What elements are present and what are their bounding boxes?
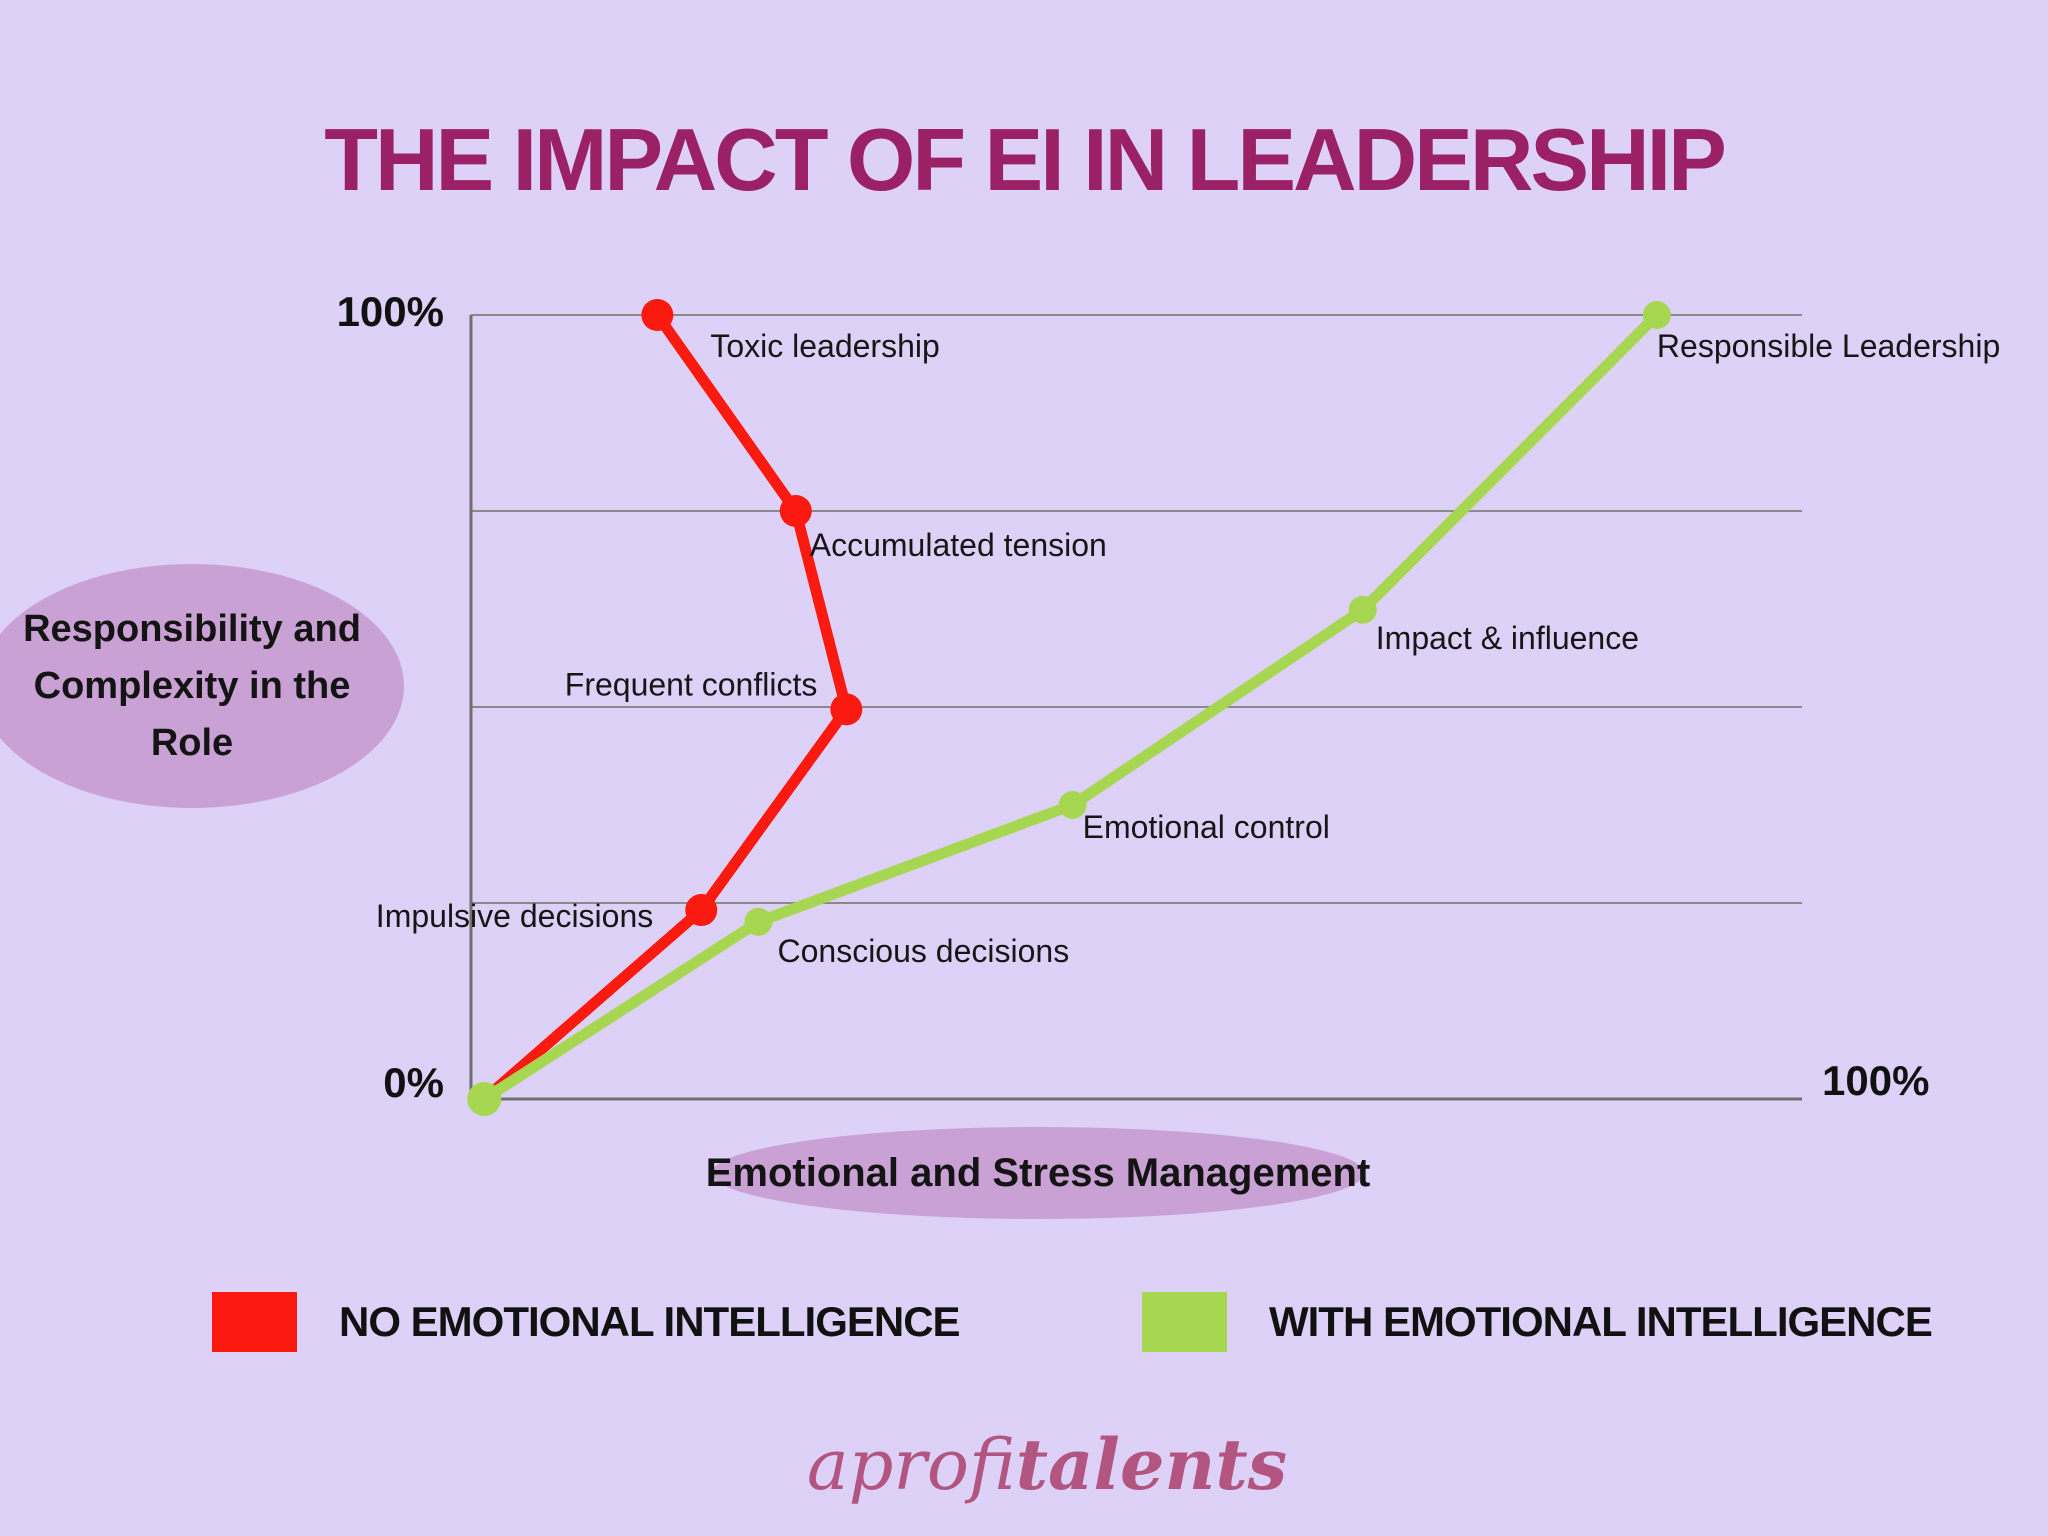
legend-swatch-green: [1142, 1292, 1227, 1352]
data-point-no-ei: [830, 693, 863, 726]
point-label-accumulated-tension: Accumulated tension: [810, 527, 1107, 563]
legend-item-no-ei: NO EMOTIONAL INTELLIGENCE: [212, 1292, 961, 1352]
legend-label-no-ei: NO EMOTIONAL INTELLIGENCE: [339, 1298, 961, 1345]
data-point-with-ei: [467, 1082, 502, 1116]
data-point-no-ei: [779, 495, 812, 527]
point-label-impulsive-decisions: Impulsive decisions: [376, 898, 653, 934]
point-label-toxic-leadership: Toxic leadership: [710, 328, 939, 364]
y-axis-title-line: Complexity in the: [33, 664, 351, 707]
legend-swatch-red: [212, 1292, 297, 1352]
y-axis-title-ellipse: Responsibility and Complexity in the Rol…: [0, 564, 404, 808]
point-label-frequent-conflicts: Frequent conflicts: [565, 666, 818, 702]
point-label-impact-influence: Impact & influence: [1376, 620, 1639, 656]
legend-label-with-ei: WITH EMOTIONAL INTELLIGENCE: [1269, 1298, 1933, 1345]
point-label-responsible-leadership: Responsible Leadership: [1657, 328, 2000, 364]
data-point-with-ei: [1642, 301, 1671, 329]
data-point-no-ei: [685, 894, 718, 927]
legend-item-with-ei: WITH EMOTIONAL INTELLIGENCE: [1142, 1292, 1933, 1352]
brand-logo-bold: talents: [1015, 1423, 1288, 1506]
x-axis-title: Emotional and Stress Management: [705, 1150, 1371, 1195]
brand-logo-light: aprofi: [806, 1424, 1016, 1506]
y-axis-title-line: Role: [150, 721, 234, 764]
data-point-with-ei: [1348, 595, 1377, 624]
y-axis-tick-0: 0%: [383, 1059, 444, 1106]
point-label-emotional-control: Emotional control: [1083, 809, 1330, 845]
data-point-with-ei: [744, 907, 773, 936]
brand-logo: aprofitalents: [807, 1430, 1287, 1501]
point-label-conscious-decisions: Conscious decisions: [777, 933, 1069, 969]
page-title: THE IMPACT OF EI IN LEADERSHIP: [324, 110, 1727, 209]
x-axis-title-ellipse: Emotional and Stress Management: [706, 1127, 1370, 1219]
x-axis-tick-100: 100%: [1822, 1057, 1929, 1104]
data-point-with-ei: [1058, 791, 1087, 819]
data-point-no-ei: [641, 299, 674, 331]
y-axis-tick-100: 100%: [337, 288, 444, 335]
y-axis-title-line: Responsibility and: [23, 607, 361, 650]
